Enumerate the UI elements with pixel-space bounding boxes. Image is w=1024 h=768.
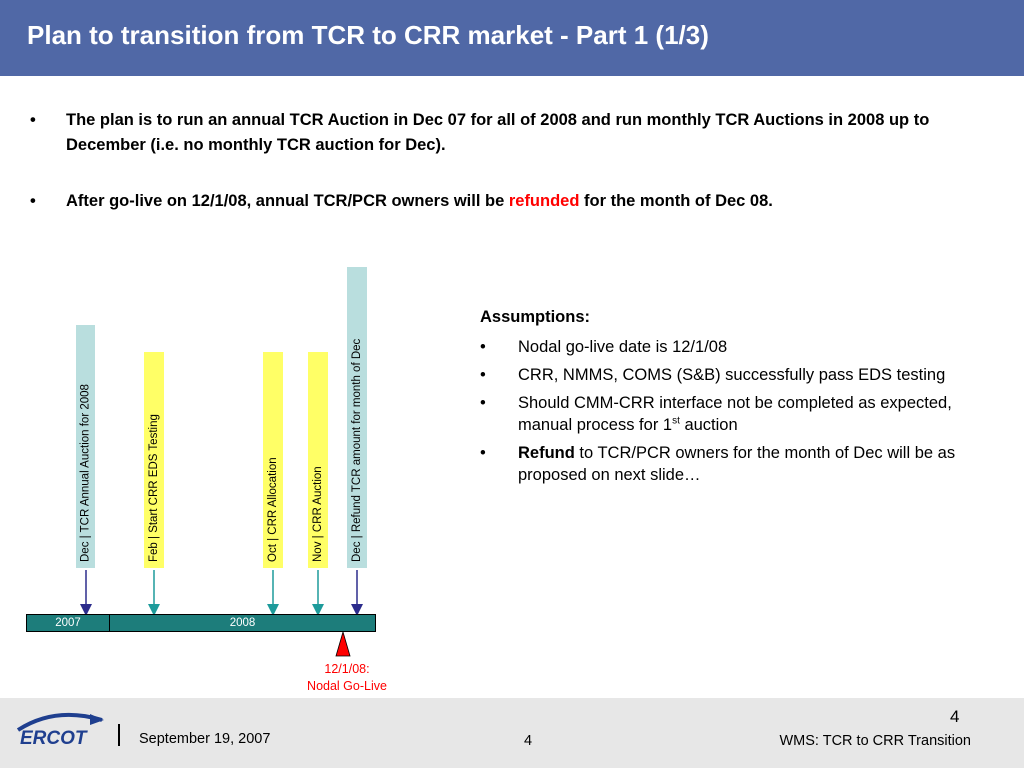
assumption-item: • CRR, NMMS, COMS (S&B) successfully pas… bbox=[480, 364, 980, 386]
assumption-4-text: to TCR/PCR owners for the month of Dec w… bbox=[518, 444, 956, 484]
assumption-3-text-post: auction bbox=[679, 416, 738, 434]
assumption-1-text: Nodal go-live date is 12/1/08 bbox=[518, 338, 728, 356]
assumption-item: • Should CMM-CRR interface not be comple… bbox=[480, 392, 980, 436]
milestone-dec-2007-label: Dec | TCR Annual Auction for 2008 bbox=[76, 325, 95, 568]
assumption-3-text-pre: Should CMM-CRR interface not be complete… bbox=[518, 394, 952, 434]
bullet-dot: • bbox=[480, 444, 486, 462]
assumptions-box: Assumptions: • Nodal go-live date is 12/… bbox=[480, 306, 980, 492]
bullet-2-text-pre: After go-live on 12/1/08, annual TCR/PCR… bbox=[66, 192, 509, 210]
bullet-2: • After go-live on 12/1/08, annual TCR/P… bbox=[30, 189, 990, 214]
bullet-dot: • bbox=[30, 111, 36, 129]
milestone-nov-label: Nov | CRR Auction bbox=[308, 352, 328, 568]
bullet-1-text: The plan is to run an annual TCR Auction… bbox=[66, 111, 930, 154]
slide-title: Plan to transition from TCR to CRR marke… bbox=[27, 20, 709, 50]
footer-presentation-title: WMS: TCR to CRR Transition bbox=[779, 733, 972, 749]
page-number-top: 4 bbox=[950, 707, 960, 726]
title-bar: Plan to transition from TCR to CRR marke… bbox=[0, 0, 1024, 76]
page-number: 4 bbox=[524, 733, 533, 749]
footer: ERCOT September 19, 2007 4 4 WMS: TCR to… bbox=[0, 698, 1024, 768]
golive-label: 12/1/08: Nodal Go-Live bbox=[292, 661, 402, 695]
golive-date: 12/1/08: bbox=[324, 662, 370, 676]
assumption-3-sup: st bbox=[672, 415, 680, 427]
bullet-2-text-post: for the month of Dec 08. bbox=[579, 192, 773, 210]
assumption-4-bold: Refund bbox=[518, 444, 575, 462]
main-bullets: • The plan is to run an annual TCR Aucti… bbox=[30, 108, 990, 214]
svg-text:ERCOT: ERCOT bbox=[20, 728, 88, 749]
golive-text: Nodal Go-Live bbox=[307, 679, 387, 693]
milestone-oct-label: Oct | CRR Allocation bbox=[263, 352, 283, 568]
timeline-year-2008: 2008 bbox=[229, 617, 256, 629]
timeline-bar: 2007 2008 bbox=[26, 614, 376, 632]
ercot-logo: ERCOT bbox=[16, 712, 104, 749]
bullet-dot: • bbox=[480, 338, 486, 356]
timeline-year-2007: 2007 bbox=[27, 615, 110, 631]
assumption-2-text: CRR, NMMS, COMS (S&B) successfully pass … bbox=[518, 366, 946, 384]
bullet-dot: • bbox=[30, 192, 36, 210]
milestone-feb-label: Feb | Start CRR EDS Testing bbox=[144, 352, 164, 568]
footer-date: September 19, 2007 bbox=[139, 731, 271, 747]
golive-triangle bbox=[335, 630, 351, 657]
milestone-dec-2008-label: Dec | Refund TCR amount for month of Dec bbox=[347, 267, 367, 568]
bullet-dot: • bbox=[480, 366, 486, 384]
bullet-dot: • bbox=[480, 394, 486, 412]
bullet-1: • The plan is to run an annual TCR Aucti… bbox=[30, 108, 990, 158]
footer-separator bbox=[118, 724, 120, 746]
assumption-item: • Refund to TCR/PCR owners for the month… bbox=[480, 442, 980, 486]
assumption-item: • Nodal go-live date is 12/1/08 bbox=[480, 336, 980, 358]
assumptions-title: Assumptions: bbox=[480, 308, 591, 326]
bullet-2-highlight: refunded bbox=[508, 192, 580, 210]
